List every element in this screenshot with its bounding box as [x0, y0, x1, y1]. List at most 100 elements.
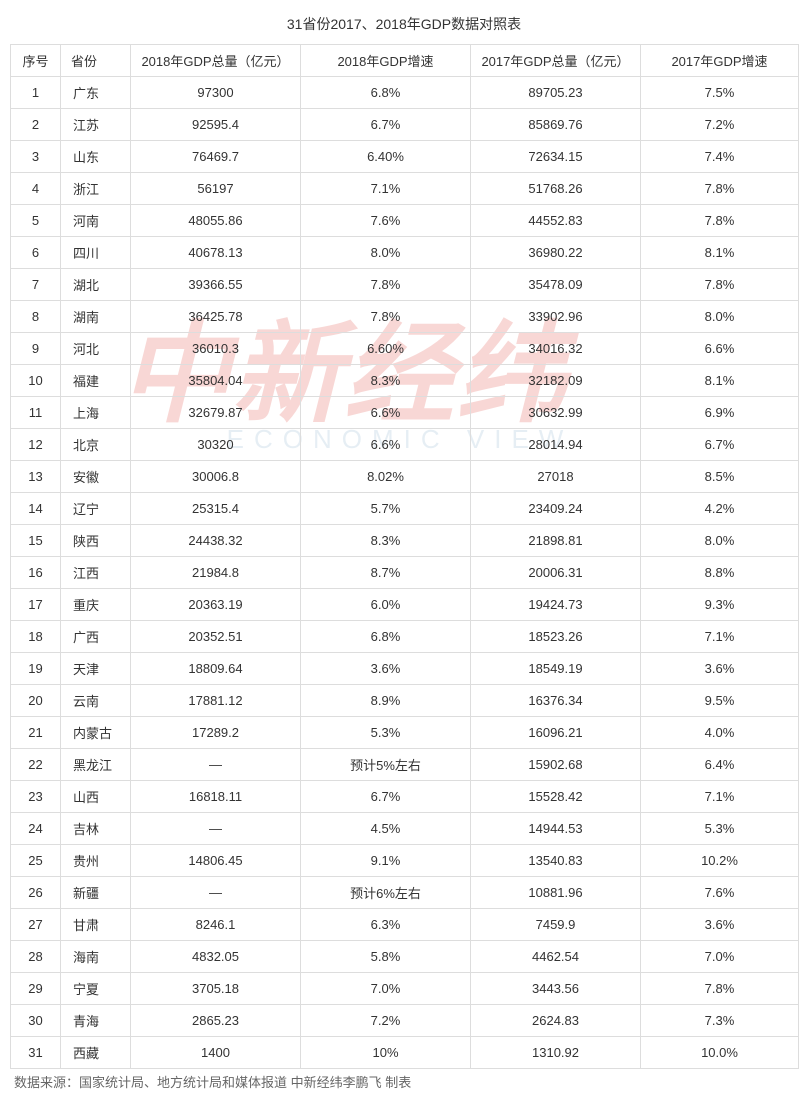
table-cell: 40678.13 [131, 237, 301, 269]
table-cell: 30632.99 [471, 397, 641, 429]
table-cell: 广东 [61, 77, 131, 109]
table-row: 25贵州14806.459.1%13540.8310.2% [11, 845, 799, 877]
table-cell: 16376.34 [471, 685, 641, 717]
table-cell: 青海 [61, 1005, 131, 1037]
table-cell: 7.6% [301, 205, 471, 237]
table-cell: 16 [11, 557, 61, 589]
table-cell: 6.7% [301, 781, 471, 813]
table-cell: 18 [11, 621, 61, 653]
table-cell: 7.1% [301, 173, 471, 205]
table-cell: 39366.55 [131, 269, 301, 301]
table-cell: 北京 [61, 429, 131, 461]
table-row: 9河北36010.36.60%34016.326.6% [11, 333, 799, 365]
table-cell: 6.7% [641, 429, 799, 461]
table-cell: 7.8% [641, 269, 799, 301]
table-cell: 36425.78 [131, 301, 301, 333]
table-cell: — [131, 749, 301, 781]
table-cell: 安徽 [61, 461, 131, 493]
table-cell: 8.3% [301, 525, 471, 557]
table-row: 20云南17881.128.9%16376.349.5% [11, 685, 799, 717]
table-cell: 甘肃 [61, 909, 131, 941]
table-cell: 7.0% [641, 941, 799, 973]
table-cell: 预计5%左右 [301, 749, 471, 781]
table-cell: 33902.96 [471, 301, 641, 333]
table-cell: 宁夏 [61, 973, 131, 1005]
table-cell: 23409.24 [471, 493, 641, 525]
table-cell: 3705.18 [131, 973, 301, 1005]
table-cell: 35804.04 [131, 365, 301, 397]
table-cell: 85869.76 [471, 109, 641, 141]
table-row: 7湖北39366.557.8%35478.097.8% [11, 269, 799, 301]
table-cell: 72634.15 [471, 141, 641, 173]
table-cell: 10% [301, 1037, 471, 1069]
table-cell: 7 [11, 269, 61, 301]
table-cell: 21984.8 [131, 557, 301, 589]
table-cell: 24438.32 [131, 525, 301, 557]
table-cell: 6.0% [301, 589, 471, 621]
table-row: 19天津18809.643.6%18549.193.6% [11, 653, 799, 685]
table-row: 31西藏140010%1310.9210.0% [11, 1037, 799, 1069]
table-cell: 30006.8 [131, 461, 301, 493]
table-cell: 3 [11, 141, 61, 173]
table-cell: 山东 [61, 141, 131, 173]
table-cell: 3443.56 [471, 973, 641, 1005]
table-row: 10福建35804.048.3%32182.098.1% [11, 365, 799, 397]
table-cell: 9.3% [641, 589, 799, 621]
table-cell: 2624.83 [471, 1005, 641, 1037]
table-cell: 2 [11, 109, 61, 141]
table-cell: 福建 [61, 365, 131, 397]
table-cell: 17289.2 [131, 717, 301, 749]
table-cell: 河北 [61, 333, 131, 365]
col-header-growth2017: 2017年GDP增速 [641, 45, 799, 77]
table-cell: 6.60% [301, 333, 471, 365]
table-cell: 2865.23 [131, 1005, 301, 1037]
table-row: 13安徽30006.88.02%270188.5% [11, 461, 799, 493]
table-cell: 6 [11, 237, 61, 269]
table-cell: 36980.22 [471, 237, 641, 269]
table-cell: 97300 [131, 77, 301, 109]
table-cell: 30 [11, 1005, 61, 1037]
table-cell: 15 [11, 525, 61, 557]
table-cell: 内蒙古 [61, 717, 131, 749]
table-row: 22黑龙江—预计5%左右15902.686.4% [11, 749, 799, 781]
table-cell: 23 [11, 781, 61, 813]
table-cell: 6.4% [641, 749, 799, 781]
table-cell: 35478.09 [471, 269, 641, 301]
table-cell: 4832.05 [131, 941, 301, 973]
table-cell: 8.0% [641, 301, 799, 333]
table-cell: 15902.68 [471, 749, 641, 781]
table-cell: 12 [11, 429, 61, 461]
data-source: 数据来源：国家统计局、地方统计局和媒体报道 中新经纬李鹏飞 制表 [10, 1069, 798, 1097]
table-cell: 8.9% [301, 685, 471, 717]
table-cell: 7.8% [641, 205, 799, 237]
table-cell: 湖北 [61, 269, 131, 301]
table-cell: 17 [11, 589, 61, 621]
table-cell: 14 [11, 493, 61, 525]
table-cell: 海南 [61, 941, 131, 973]
table-cell: 17881.12 [131, 685, 301, 717]
table-cell: 8.3% [301, 365, 471, 397]
table-cell: 贵州 [61, 845, 131, 877]
table-cell: 24 [11, 813, 61, 845]
table-cell: 7.5% [641, 77, 799, 109]
table-cell: 32182.09 [471, 365, 641, 397]
table-cell: 8246.1 [131, 909, 301, 941]
table-row: 14辽宁25315.45.7%23409.244.2% [11, 493, 799, 525]
table-cell: 18523.26 [471, 621, 641, 653]
table-cell: 8.7% [301, 557, 471, 589]
table-cell: 13 [11, 461, 61, 493]
table-cell: 20006.31 [471, 557, 641, 589]
table-cell: 四川 [61, 237, 131, 269]
table-cell: 3.6% [301, 653, 471, 685]
table-cell: 6.6% [301, 429, 471, 461]
table-cell: 7.4% [641, 141, 799, 173]
table-cell: 19424.73 [471, 589, 641, 621]
table-cell: 13540.83 [471, 845, 641, 877]
table-cell: 20363.19 [131, 589, 301, 621]
table-cell: 河南 [61, 205, 131, 237]
table-row: 23山西16818.116.7%15528.427.1% [11, 781, 799, 813]
table-cell: 6.6% [641, 333, 799, 365]
table-cell: 92595.4 [131, 109, 301, 141]
table-cell: 6.3% [301, 909, 471, 941]
table-cell: 16818.11 [131, 781, 301, 813]
